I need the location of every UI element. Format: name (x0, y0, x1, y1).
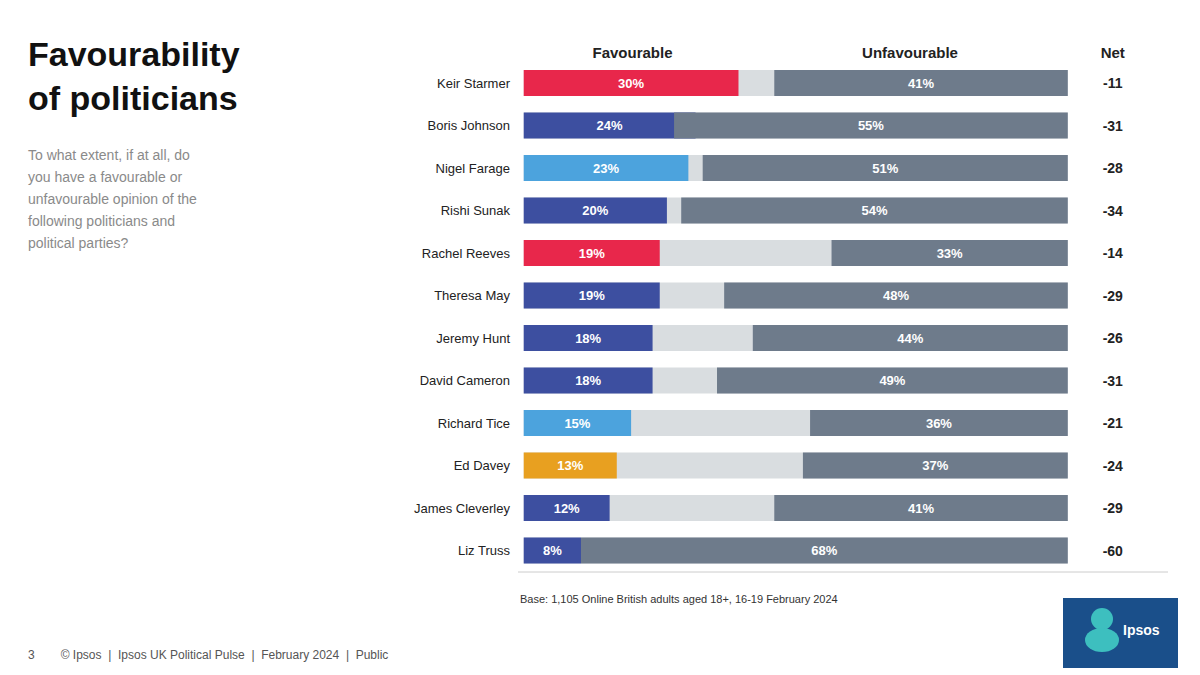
svg-text:-28: -28 (1103, 160, 1123, 176)
svg-text:51%: 51% (872, 161, 898, 176)
svg-text:-14: -14 (1103, 245, 1123, 261)
html-text:Favourability: Favourability (28, 35, 240, 73)
html-text:Ipsos: Ipsos (1123, 622, 1160, 638)
svg-text:James Cleverley: James Cleverley (414, 501, 511, 516)
svg-text:Theresa May: Theresa May (434, 288, 510, 303)
svg-text:David Cameron: David Cameron (420, 373, 510, 388)
svg-text:-31: -31 (1103, 118, 1123, 134)
svg-text:18%: 18% (575, 331, 601, 346)
svg-text:15%: 15% (564, 416, 590, 431)
svg-text:23%: 23% (593, 161, 619, 176)
html-text:following politicians and: following politicians and (28, 213, 176, 229)
svg-text:49%: 49% (879, 373, 905, 388)
svg-text:-26: -26 (1103, 330, 1123, 346)
svg-text:48%: 48% (883, 288, 909, 303)
svg-text:Favourable: Favourable (593, 44, 673, 61)
html-text:political parties?: political parties? (28, 235, 129, 251)
svg-text:Richard Tice: Richard Tice (438, 416, 510, 431)
svg-text:41%: 41% (908, 76, 934, 91)
svg-text:Liz Truss: Liz Truss (458, 543, 511, 558)
html-text:you have a favourable or: you have a favourable or (28, 169, 183, 185)
svg-text:19%: 19% (579, 246, 605, 261)
svg-text:33%: 33% (937, 246, 963, 261)
svg-text:24%: 24% (597, 118, 623, 133)
svg-text:-24: -24 (1103, 458, 1123, 474)
svg-text:20%: 20% (582, 203, 608, 218)
svg-text:-60: -60 (1103, 543, 1123, 559)
svg-text:54%: 54% (861, 203, 887, 218)
svg-text:-34: -34 (1103, 203, 1123, 219)
svg-text:Ed Davey: Ed Davey (454, 458, 511, 473)
svg-text:-11: -11 (1103, 75, 1123, 91)
svg-text:Keir Starmer: Keir Starmer (437, 76, 511, 91)
svg-text:Rishi Sunak: Rishi Sunak (441, 203, 511, 218)
svg-text:19%: 19% (579, 288, 605, 303)
svg-text:-21: -21 (1103, 415, 1123, 431)
svg-text:37%: 37% (922, 458, 948, 473)
svg-text:18%: 18% (575, 373, 601, 388)
svg-text:Rachel Reeves: Rachel Reeves (422, 246, 511, 261)
svg-text:Net: Net (1101, 44, 1125, 61)
svg-text:36%: 36% (926, 416, 952, 431)
svg-text:30%: 30% (618, 76, 644, 91)
svg-text:13%: 13% (557, 458, 583, 473)
svg-text:8%: 8% (543, 543, 562, 558)
html-text:To what extent, if at all, do: To what extent, if at all, do (28, 147, 190, 163)
svg-text:Nigel Farage: Nigel Farage (436, 161, 510, 176)
svg-text:Boris Johnson: Boris Johnson (428, 118, 510, 133)
html-text:© Ipsos | Ipsos UK Political P: © Ipsos | Ipsos UK Political Pulse | Feb… (60, 648, 389, 662)
html-text:Base: 1,105 Online British adu: Base: 1,105 Online British adults aged 1… (520, 593, 838, 605)
svg-text:-31: -31 (1103, 373, 1123, 389)
svg-text:Unfavourable: Unfavourable (862, 44, 958, 61)
svg-text:-29: -29 (1103, 288, 1123, 304)
html-text:of politicians: of politicians (28, 79, 238, 117)
svg-text:-29: -29 (1103, 500, 1123, 516)
html-text:3: 3 (28, 648, 35, 662)
svg-text:44%: 44% (897, 331, 923, 346)
svg-text:Jeremy Hunt: Jeremy Hunt (436, 331, 510, 346)
svg-text:55%: 55% (858, 118, 884, 133)
svg-text:41%: 41% (908, 501, 934, 516)
html-text:unfavourable opinion of the: unfavourable opinion of the (28, 191, 197, 207)
svg-text:68%: 68% (811, 543, 837, 558)
svg-text:12%: 12% (554, 501, 580, 516)
